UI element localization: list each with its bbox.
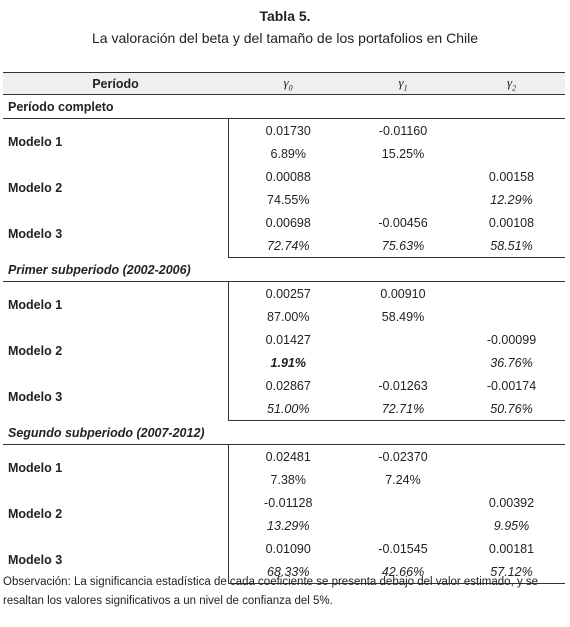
section-label: Período completo: [3, 94, 565, 119]
pval-cell: 7.24%: [385, 472, 421, 487]
coef-cell: [348, 491, 458, 514]
pval-cell: [458, 142, 565, 165]
coef-cell: 0.02867: [265, 378, 311, 393]
model-label: Modelo 1: [3, 281, 229, 328]
pval-cell: 13.29%: [267, 518, 310, 533]
coef-cell: 0.00910: [380, 286, 426, 301]
coef-cell: 0.00392: [488, 495, 535, 510]
model-label: Modelo 2: [3, 328, 229, 374]
pval-cell: 7.38%: [270, 472, 306, 487]
results-table: Período γ0 γ1 γ2 Período completo Modelo…: [3, 72, 565, 584]
pval-cell: 12.29%: [490, 192, 533, 207]
table-title: Tabla 5.: [259, 8, 311, 24]
coef-cell: 0.00108: [488, 215, 535, 230]
coef-cell: [458, 445, 565, 469]
coef-cell: -0.00174: [486, 378, 537, 393]
model-label: Modelo 2: [3, 491, 229, 537]
coef-cell: 0.00181: [488, 541, 535, 556]
pval-cell: 6.89%: [270, 146, 306, 161]
model-label: Modelo 3: [3, 537, 229, 584]
pval-cell: 58.51%: [458, 234, 565, 258]
footnote: Observación: La significancia estadístic…: [3, 576, 539, 607]
coef-cell: 0.00698: [265, 215, 311, 230]
model-label: Modelo 1: [3, 444, 229, 491]
pval-cell: 1.91%: [270, 355, 306, 370]
pval-cell: 74.55%: [267, 192, 310, 207]
pval-cell: 72.74%: [228, 234, 348, 258]
pval-cell: 57.12%: [458, 560, 565, 584]
header-gamma1: γ1: [348, 72, 458, 95]
pval-cell: 51.00%: [228, 397, 348, 421]
pval-cell: 58.49%: [381, 309, 425, 324]
coef-cell: -0.02370: [378, 449, 428, 464]
header-row: Período γ0 γ1 γ2: [3, 72, 565, 95]
coef-cell: 0.01090: [265, 541, 311, 556]
pval-cell: [458, 468, 565, 491]
coef-cell: 0.00088: [265, 169, 311, 184]
pval-cell: 9.95%: [493, 518, 530, 533]
pval-cell: 72.71%: [348, 397, 458, 421]
pval-cell: 75.63%: [348, 234, 458, 258]
coef-cell: -0.00099: [486, 332, 537, 347]
coef-cell: -0.01128: [264, 495, 313, 510]
pval-cell: 87.00%: [267, 309, 310, 324]
coef-cell: -0.00456: [378, 215, 428, 230]
table-subtitle: La valoración del beta y del tamaño de l…: [91, 30, 479, 46]
coef-cell: -0.01545: [378, 541, 428, 556]
header-gamma2: γ2: [458, 72, 565, 95]
pval-cell: [348, 514, 458, 537]
coef-cell: 0.00257: [265, 286, 311, 301]
section-label: Primer subperiodo (2002-2006): [3, 257, 565, 282]
model-label: Modelo 1: [3, 118, 229, 165]
coef-cell: [348, 165, 458, 188]
coef-cell: 0.00158: [488, 169, 535, 184]
pval-cell: 50.76%: [458, 397, 565, 421]
coef-cell: -0.01263: [378, 378, 428, 393]
header-period: Período: [3, 72, 228, 95]
section-label: Segundo subperiodo (2007-2012): [3, 420, 565, 445]
coef-cell: [348, 328, 458, 351]
coef-cell: -0.01160: [378, 123, 428, 138]
pval-cell: 36.76%: [490, 355, 533, 370]
pval-cell: [348, 188, 458, 211]
model-label: Modelo 3: [3, 211, 229, 258]
pval-cell: 68.33%: [228, 560, 348, 584]
pval-cell: [458, 305, 565, 328]
pval-cell: [348, 351, 458, 374]
coef-cell: 0.01730: [265, 123, 311, 138]
pval-cell: 42.66%: [348, 560, 458, 584]
coef-cell: 0.01427: [265, 332, 311, 347]
model-label: Modelo 2: [3, 165, 229, 211]
coef-cell: [458, 119, 565, 143]
model-label: Modelo 3: [3, 374, 229, 421]
pval-cell: 15.25%: [381, 146, 425, 161]
coef-cell: [458, 282, 565, 306]
header-gamma0: γ0: [228, 72, 348, 95]
coef-cell: 0.02481: [265, 449, 311, 464]
